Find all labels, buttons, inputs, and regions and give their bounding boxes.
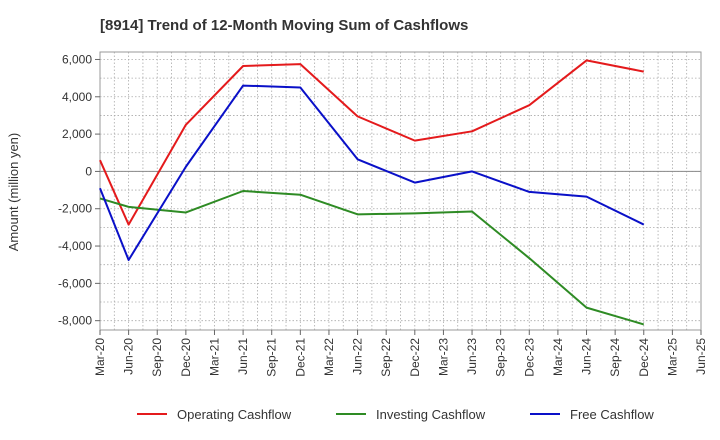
- x-tick-label: Sep-22: [379, 338, 393, 377]
- x-tick-label: Dec-23: [522, 338, 536, 377]
- x-tick-label: Dec-20: [179, 338, 193, 377]
- series-line-investing-cashflow: [99, 190, 645, 326]
- series-lines: [99, 59, 645, 326]
- y-tick-label: -4,000: [58, 239, 92, 253]
- series-line-operating-cashflow: [99, 59, 644, 226]
- x-axis-ticks: Mar-20 Jun-20 Sep-20 Dec-20 Mar-21 Jun-21 Sep-…: [93, 330, 708, 377]
- x-tick-label: Mar-22: [322, 338, 336, 376]
- x-tick-label: Mar-24: [551, 338, 565, 376]
- x-tick-label: Dec-24: [637, 338, 651, 377]
- x-tick-label: Jun-22: [351, 338, 365, 375]
- legend: Operating Cashflow Investing Cashflow Free…: [137, 407, 654, 422]
- legend-label-free-cashflow: Free Cashflow: [570, 407, 654, 422]
- y-tick-label: 6,000: [62, 52, 92, 66]
- y-tick-label: 0: [85, 164, 92, 178]
- x-tick-label: Jun-25: [694, 338, 708, 375]
- y-tick-label: 4,000: [62, 90, 92, 104]
- legend-label-operating-cashflow: Operating Cashflow: [177, 407, 292, 422]
- y-axis-ticks: 6,000 4,000 2,000 0 -2,000 -4,000 -6,000 -8,000: [58, 52, 100, 328]
- legend-label-investing-cashflow: Investing Cashflow: [376, 407, 486, 422]
- x-tick-label: Mar-23: [436, 338, 450, 376]
- x-tick-label: Dec-22: [408, 338, 422, 377]
- x-tick-label: Mar-20: [93, 338, 107, 376]
- series-line-free-cashflow: [99, 84, 645, 262]
- y-axis-label: Amount (million yen): [6, 133, 21, 252]
- y-tick-label: -6,000: [58, 276, 92, 290]
- grid-lines: [99, 52, 702, 330]
- x-tick-label: Dec-21: [293, 338, 307, 377]
- x-tick-label: Jun-23: [465, 338, 479, 375]
- x-tick-label: Sep-24: [608, 338, 622, 377]
- y-tick-label: 2,000: [62, 127, 92, 141]
- y-tick-label: -2,000: [58, 202, 92, 216]
- x-tick-label: Sep-23: [494, 338, 508, 377]
- x-tick-label: Sep-20: [150, 338, 164, 377]
- x-tick-label: Jun-24: [580, 338, 594, 375]
- chart-title: [8914] Trend of 12-Month Moving Sum of C…: [100, 17, 468, 34]
- y-tick-label: -8,000: [58, 314, 92, 328]
- x-tick-label: Jun-21: [236, 338, 250, 375]
- x-tick-label: Sep-21: [265, 338, 279, 377]
- x-tick-label: Mar-25: [665, 338, 679, 376]
- x-tick-label: Jun-20: [122, 338, 136, 375]
- x-tick-label: Mar-21: [207, 338, 221, 376]
- plot-area: [99, 51, 702, 331]
